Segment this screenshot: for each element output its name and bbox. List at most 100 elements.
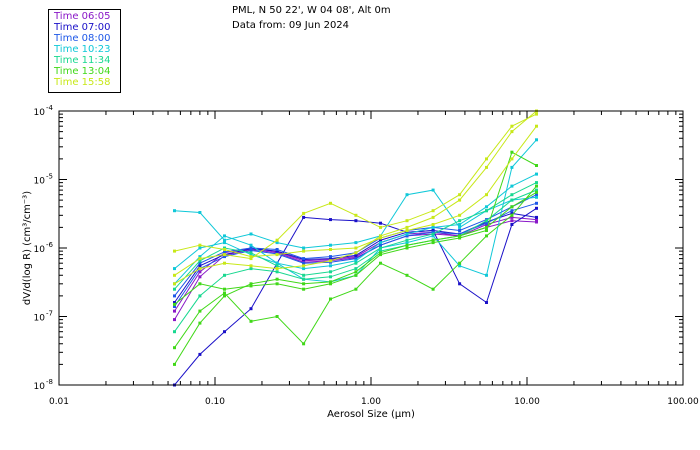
- x-tick-label: 100.00: [667, 397, 699, 407]
- data-point: [329, 243, 332, 247]
- data-point: [302, 267, 306, 271]
- data-point: [354, 270, 358, 274]
- data-point: [249, 232, 253, 236]
- data-point: [405, 232, 409, 236]
- data-point: [354, 267, 358, 271]
- data-point: [173, 346, 176, 350]
- data-point: [535, 220, 538, 224]
- data-point: [485, 157, 488, 161]
- data-point: [302, 246, 306, 250]
- data-point: [535, 188, 538, 192]
- data-point: [249, 319, 253, 323]
- data-point: [379, 234, 382, 238]
- data-point: [379, 243, 382, 247]
- data-point: [510, 205, 514, 209]
- data-point: [173, 282, 176, 286]
- data-point: [405, 243, 409, 247]
- data-point: [354, 213, 358, 217]
- series-11: [173, 184, 538, 350]
- series-line: [174, 189, 537, 249]
- data-point: [329, 218, 332, 222]
- y-tick-exponent: -6: [46, 241, 54, 249]
- data-point: [485, 165, 488, 169]
- data-point: [458, 193, 462, 197]
- data-point: [431, 225, 435, 229]
- series-10: [173, 188, 538, 334]
- data-point: [223, 238, 226, 242]
- data-point: [198, 211, 202, 214]
- data-point: [329, 275, 332, 279]
- data-point: [173, 309, 176, 313]
- data-point: [354, 261, 358, 265]
- data-point: [198, 352, 202, 356]
- data-point: [510, 124, 514, 128]
- series-16: [173, 112, 538, 277]
- data-point: [329, 280, 332, 284]
- data-point: [431, 223, 435, 226]
- legend-item-1023: Time 10:23: [54, 44, 111, 55]
- data-point: [249, 249, 253, 252]
- data-point: [405, 273, 409, 277]
- data-point: [510, 209, 514, 213]
- data-point: [198, 282, 202, 286]
- data-point: [510, 223, 514, 226]
- data-point: [510, 130, 514, 134]
- data-point: [275, 238, 279, 242]
- data-point: [329, 201, 332, 205]
- y-tick-label: 10: [34, 245, 46, 255]
- data-point: [354, 219, 358, 223]
- series-9: [173, 181, 538, 291]
- data-point: [458, 282, 462, 286]
- data-point: [275, 253, 279, 257]
- data-point: [173, 301, 176, 304]
- data-point: [173, 273, 176, 277]
- data-point: [510, 213, 514, 217]
- y-tick-label: 10: [34, 382, 46, 392]
- series-15: [173, 109, 538, 286]
- data-point: [510, 198, 514, 202]
- data-point: [354, 287, 358, 291]
- data-point: [173, 209, 176, 213]
- data-point: [379, 241, 382, 245]
- data-point: [458, 261, 462, 265]
- data-point: [275, 267, 279, 271]
- data-point: [510, 184, 514, 188]
- data-point: [354, 253, 358, 257]
- data-point: [198, 257, 202, 261]
- y-axis-label: dV/d(log R) (cm³/cm⁻³): [22, 191, 33, 305]
- data-point: [275, 241, 279, 245]
- data-point: [405, 241, 409, 245]
- legend-item-0800: Time 08:00: [54, 33, 111, 44]
- data-point: [302, 273, 306, 277]
- data-point: [485, 205, 488, 209]
- data-point: [458, 213, 462, 217]
- data-point: [379, 238, 382, 242]
- legend-item-0606: Time 06:05: [54, 11, 111, 22]
- data-point: [354, 241, 358, 245]
- data-point: [249, 243, 253, 247]
- data-point: [510, 157, 514, 161]
- data-point: [458, 219, 462, 223]
- data-point: [198, 264, 202, 268]
- data-point: [249, 246, 253, 250]
- data-point: [223, 250, 226, 254]
- y-tick-label: 10: [34, 108, 46, 118]
- data-point: [198, 275, 202, 279]
- data-point: [249, 255, 253, 259]
- data-point: [329, 255, 332, 259]
- data-point: [405, 238, 409, 242]
- data-point: [485, 225, 488, 229]
- data-point: [379, 261, 382, 265]
- data-point: [535, 184, 538, 188]
- series-1: [173, 219, 538, 322]
- series-line: [174, 220, 537, 320]
- data-point: [173, 287, 176, 291]
- data-point: [431, 234, 435, 238]
- data-point: [173, 305, 176, 308]
- data-point: [431, 232, 435, 236]
- series-lines: [173, 109, 538, 387]
- chart-title-date: Data from: 09 Jun 2024: [232, 20, 350, 31]
- data-point: [485, 301, 488, 304]
- data-point: [198, 321, 202, 325]
